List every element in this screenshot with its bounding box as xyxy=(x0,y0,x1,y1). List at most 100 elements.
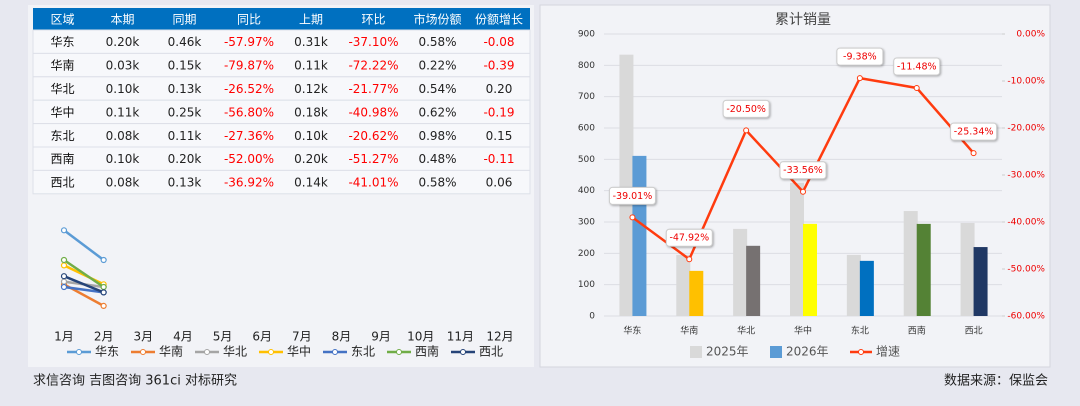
x-tick-label: 6月 xyxy=(252,330,272,344)
table-cell: 0.48% xyxy=(418,152,456,166)
table-cell: -37.10% xyxy=(348,35,398,49)
point xyxy=(800,188,806,195)
point xyxy=(60,278,68,285)
x-tick-label: 10月 xyxy=(407,330,434,344)
y2-tick-label: -20.00% xyxy=(1007,124,1045,134)
table-cell: 0.31k xyxy=(294,35,328,49)
table-cell: 0.11k xyxy=(106,105,140,119)
table-header-bg xyxy=(33,8,530,30)
table-cell: 0.08k xyxy=(106,129,140,143)
legend-label: 华中 xyxy=(287,344,311,359)
point xyxy=(60,262,68,269)
table-cell: -40.98% xyxy=(348,105,398,119)
table-cell: 0.46k xyxy=(168,35,202,49)
bar xyxy=(790,182,804,316)
data-label-box xyxy=(950,122,998,141)
x-tick-label: 9月 xyxy=(371,330,391,344)
bar xyxy=(746,245,761,316)
table-cell: 0.15 xyxy=(486,129,513,143)
y-tick-label: 200 xyxy=(578,249,595,259)
table-cell: -0.39 xyxy=(483,59,514,73)
bar xyxy=(846,254,861,316)
legend-marker xyxy=(204,349,210,355)
series-line xyxy=(63,258,105,289)
data-label: -39.01% xyxy=(613,191,653,202)
legend-marker xyxy=(332,349,338,355)
y2-tick-label: -30.00% xyxy=(1007,171,1045,181)
bar xyxy=(903,211,918,316)
x-tick-label: 西南 xyxy=(908,325,926,337)
table-cell: -27.36% xyxy=(224,129,274,143)
data-label: -11.48% xyxy=(897,61,937,72)
legend-label: 西北 xyxy=(479,345,503,359)
y2-tick-label: -10.00% xyxy=(1007,77,1045,87)
y-tick-label: 800 xyxy=(578,61,595,71)
table-cell: 华南 xyxy=(50,58,74,73)
series-line xyxy=(63,229,105,262)
table-cell: 华北 xyxy=(50,82,74,96)
x-tick-label: 东北 xyxy=(851,325,869,337)
point xyxy=(913,84,920,91)
legend-label: 华南 xyxy=(159,344,183,359)
data-label: -25.34% xyxy=(954,127,994,138)
y-tick-label: 0 xyxy=(589,312,595,322)
y2-tick-label: -40.00% xyxy=(1007,218,1045,228)
y2-tick-label: 0.00% xyxy=(1016,30,1045,40)
table-header: 同期 xyxy=(172,13,196,27)
bar xyxy=(859,260,874,316)
point xyxy=(100,283,107,291)
legend-marker xyxy=(396,349,402,355)
point xyxy=(856,75,863,82)
table-cell: -51.27% xyxy=(348,152,398,166)
table-cell: 0.11k xyxy=(294,59,328,73)
bar xyxy=(803,223,817,316)
table-header: 环比 xyxy=(361,13,385,27)
bar xyxy=(973,247,988,316)
x-tick-label: 8月 xyxy=(332,330,352,344)
data-label-box xyxy=(608,186,656,205)
y-tick-label: 900 xyxy=(578,30,595,40)
table-cell: -52.00% xyxy=(224,152,274,166)
y-tick-label: 500 xyxy=(578,155,595,165)
bar xyxy=(619,54,634,317)
x-tick-label: 11月 xyxy=(447,330,474,344)
x-tick-label: 7月 xyxy=(292,330,312,344)
table-cell: 0.25k xyxy=(168,105,202,119)
table-cell: 0.11k xyxy=(168,129,202,143)
table-cell: 0.22% xyxy=(418,59,456,73)
table-cell: 0.18k xyxy=(294,105,328,119)
table-cell: -26.52% xyxy=(224,82,274,96)
series-line xyxy=(63,275,105,294)
point xyxy=(629,214,636,221)
data-label-box xyxy=(722,99,770,118)
legend-label: 东北 xyxy=(351,345,375,359)
bar xyxy=(676,254,691,316)
y-tick-label: 300 xyxy=(578,218,595,228)
x-tick-label: 华东 xyxy=(623,325,641,337)
table-cell: 0.54% xyxy=(418,82,456,96)
legend-label: 华北 xyxy=(223,345,247,359)
table-cell: -57.97% xyxy=(224,35,274,49)
table-cell: 0.13k xyxy=(168,176,202,190)
table-cell: 0.10k xyxy=(106,82,140,96)
table-cell: 0.20k xyxy=(294,152,328,166)
point xyxy=(60,273,68,280)
bar xyxy=(916,223,931,316)
chart-title: 累计销量 xyxy=(775,12,831,28)
table-header: 区域 xyxy=(50,13,74,27)
x-tick-label: 华北 xyxy=(737,325,755,337)
table-cell: -79.87% xyxy=(224,59,274,73)
point xyxy=(686,256,693,263)
footer-right: 数据来源：保监会 xyxy=(944,374,1048,389)
point xyxy=(743,127,750,134)
legend-label: 西南 xyxy=(415,344,439,359)
table-row xyxy=(32,169,531,195)
table-cell: -36.92% xyxy=(224,176,274,190)
legend-label: 2026年 xyxy=(786,345,829,359)
table-cell: 华东 xyxy=(50,35,74,49)
table-cell: 0.58% xyxy=(418,35,456,49)
legend-label: 华东 xyxy=(95,345,119,359)
legend-marker xyxy=(140,349,146,355)
legend-label: 2025年 xyxy=(706,345,749,359)
